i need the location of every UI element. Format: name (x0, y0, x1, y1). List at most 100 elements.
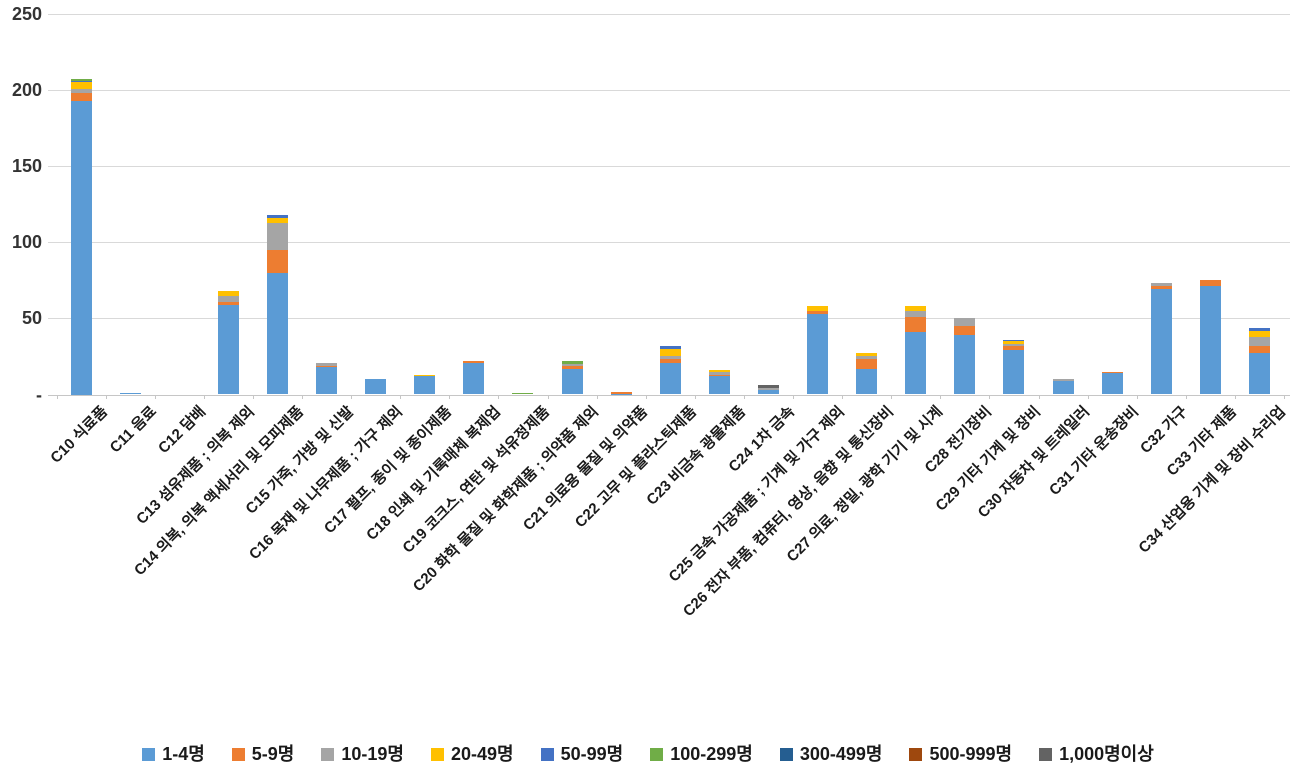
legend-item-1,000명이상: 1,000명이상 (1039, 744, 1154, 764)
bar-segment-50-99명 (1248, 327, 1270, 331)
bar-segment-10-19명 (954, 318, 976, 326)
y-tick-label: 50 (21, 308, 42, 329)
bar-segment-10-19명 (1248, 336, 1270, 346)
x-axis-tick (891, 394, 893, 399)
legend-swatch-icon (540, 747, 554, 761)
bar-segment-5-9명 (1248, 345, 1270, 354)
x-axis-tick (1136, 394, 1138, 399)
bar-segment-50-99명 (1003, 339, 1025, 342)
bar-segment-10-19명 (561, 364, 583, 366)
bar-segment-100-299명 (512, 392, 534, 395)
y-tick-label: 150 (11, 156, 42, 177)
bar-segment-5-9명 (954, 326, 976, 336)
bar-segment-10-19명 (1003, 344, 1025, 346)
bar-segment-10-19명 (659, 356, 681, 360)
bar-segment-1-4명 (266, 272, 288, 395)
y-tick-label: 250 (11, 4, 42, 24)
bar-segment-1-4명 (561, 368, 583, 395)
bar-segment-1-4명 (414, 376, 436, 395)
bar-segment-10-19명 (316, 362, 337, 366)
bar-segment-20-49명 (70, 82, 92, 89)
bar-segment-1-4명 (1052, 380, 1074, 395)
legend-label: 50-99명 (560, 744, 624, 764)
bar-segment-10-19명 (708, 371, 730, 375)
bar-segment-10-19명 (70, 88, 92, 94)
bar-segment-5-9명 (1150, 286, 1172, 290)
bar-segment-1-4명 (708, 376, 730, 395)
bar-segment-10-19명 (1150, 283, 1172, 287)
bar-segment-1-4명 (807, 313, 828, 395)
bar-segment-1-4명 (70, 100, 92, 395)
legend-swatch-icon (650, 747, 664, 761)
legend-swatch-icon (1039, 747, 1053, 761)
bar-segment-20-49명 (708, 370, 730, 372)
legend-label: 20-49명 (450, 744, 514, 764)
legend-swatch-icon (142, 747, 156, 761)
bar-segment-1-4명 (610, 393, 632, 395)
bar-segment-5-9명 (561, 365, 583, 369)
bar-segment-10-19명 (217, 295, 239, 302)
x-axis-tick (547, 394, 549, 399)
bar-segment-50-99명 (659, 345, 681, 349)
bar-segment-5-9명 (856, 359, 878, 369)
x-axis-tick (351, 394, 353, 399)
x-axis-tick (1284, 394, 1285, 399)
x-axis-tick (743, 394, 745, 399)
bar-segment-5-9명 (1003, 345, 1025, 351)
bar-segment-10-19명 (757, 388, 779, 390)
x-axis-tick (1185, 394, 1187, 399)
gridline-200 (48, 90, 1290, 92)
legend-swatch-icon (430, 747, 444, 761)
bar-segment-1-4명 (365, 379, 387, 395)
legend-item-1-4명: 1-4명 (142, 744, 205, 764)
legend-label: 10-19명 (341, 744, 404, 764)
bar-segment-1-4명 (659, 362, 681, 395)
x-axis-tick (793, 394, 794, 399)
bar-segment-1-4명 (463, 362, 485, 395)
bar-segment-5-9명 (1199, 280, 1221, 287)
chart-legend: 1-4명 5-9명 10-19명 20-49명 50-99명 100-299명 300-49… (0, 744, 1296, 764)
gridline-150 (48, 166, 1290, 168)
bar-segment-50-99명 (266, 214, 288, 218)
x-axis-tick (1234, 394, 1236, 399)
bar-segment-1,000명이상 (757, 385, 779, 389)
x-axis-tick (105, 394, 107, 399)
bar-segment-5-9명 (905, 316, 927, 333)
bar-segment-20-49명 (414, 374, 436, 377)
bar-segment-5-9명 (708, 374, 730, 377)
y-tick-label: - (36, 384, 42, 405)
x-axis-tick (989, 394, 991, 399)
x-axis-tick (1087, 394, 1089, 399)
x-axis-tick (203, 394, 205, 399)
gridline-100 (48, 242, 1290, 244)
bar-segment-10-19명 (905, 310, 927, 317)
bar-segment-20-49명 (659, 348, 681, 357)
legend-swatch-icon (909, 747, 923, 761)
x-axis-tick (498, 394, 500, 399)
legend-item-5-9명: 5-9명 (231, 744, 294, 764)
bar-segment-1-4명 (757, 389, 779, 395)
bar-segment-10-19명 (1052, 379, 1074, 381)
y-tick-label: 200 (11, 80, 42, 101)
bar-segment-1-4명 (1248, 353, 1270, 395)
bar-segment-1-4명 (316, 367, 337, 395)
gridline-0 (48, 394, 1290, 396)
legend-swatch-icon (321, 747, 335, 761)
x-axis-tick (645, 394, 647, 399)
bar-segment-1-4명 (1101, 373, 1123, 395)
legend-label: 1-4명 (162, 744, 205, 764)
gridline-250 (48, 14, 1290, 15)
x-axis-tick (596, 394, 598, 399)
bar-segment-50-99명 (70, 80, 92, 83)
x-axis-tick (56, 394, 58, 399)
x-axis-tick (694, 394, 696, 399)
legend-item-100-299명: 100-299명 (650, 744, 753, 764)
bar-segment-20-49명 (1248, 330, 1270, 337)
bar-segment-5-9명 (1101, 371, 1123, 374)
bar-segment-5-9명 (70, 93, 92, 101)
bar-segment-1-4명 (217, 304, 239, 395)
x-axis-tick (252, 394, 254, 399)
bar-segment-5-9명 (610, 392, 632, 394)
legend-label: 500-999명 (929, 744, 1013, 764)
legend-item-10-19명: 10-19명 (321, 744, 404, 764)
